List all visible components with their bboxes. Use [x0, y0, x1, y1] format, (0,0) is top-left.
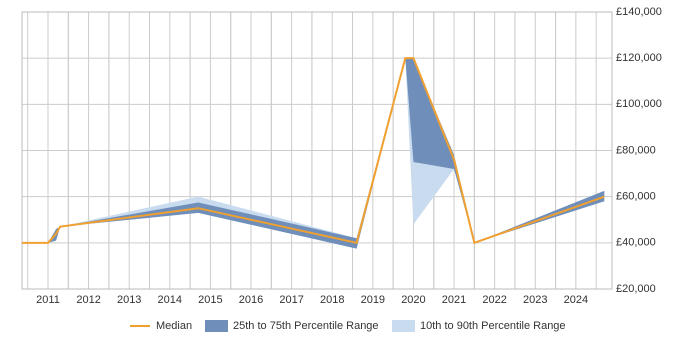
x-tick-label: 2021 — [442, 294, 466, 306]
y-tick-label: £100,000 — [616, 98, 662, 110]
y-tick-label: £60,000 — [616, 191, 656, 203]
legend-label: 25th to 75th Percentile Range — [233, 320, 379, 332]
legend-label: Median — [156, 320, 192, 332]
x-tick-label: 2013 — [117, 294, 141, 306]
x-tick-label: 2022 — [482, 294, 506, 306]
x-tick-label: 2015 — [198, 294, 222, 306]
x-tick-label: 2023 — [523, 294, 547, 306]
legend-label: 10th to 90th Percentile Range — [420, 320, 566, 332]
y-tick-label: £40,000 — [616, 237, 656, 249]
y-tick-label: £80,000 — [616, 144, 656, 156]
x-tick-label: 2012 — [76, 294, 100, 306]
y-tick-label: £120,000 — [616, 52, 662, 64]
plot-border — [21, 11, 613, 290]
x-tick-label: 2020 — [401, 294, 425, 306]
legend-swatch — [392, 320, 415, 332]
median-line — [22, 57, 605, 245]
x-tick-label: 2017 — [279, 294, 303, 306]
x-tick-label: 2014 — [158, 294, 182, 306]
legend-swatch — [205, 320, 228, 332]
x-tick-label: 2019 — [361, 294, 385, 306]
x-tick-label: 2016 — [239, 294, 263, 306]
x-tick-label: 2018 — [320, 294, 344, 306]
y-tick-label: £20,000 — [616, 283, 656, 295]
x-tick-label: 2024 — [564, 294, 588, 306]
y-tick-label: £140,000 — [616, 6, 662, 18]
x-tick-label: 2011 — [36, 294, 60, 306]
